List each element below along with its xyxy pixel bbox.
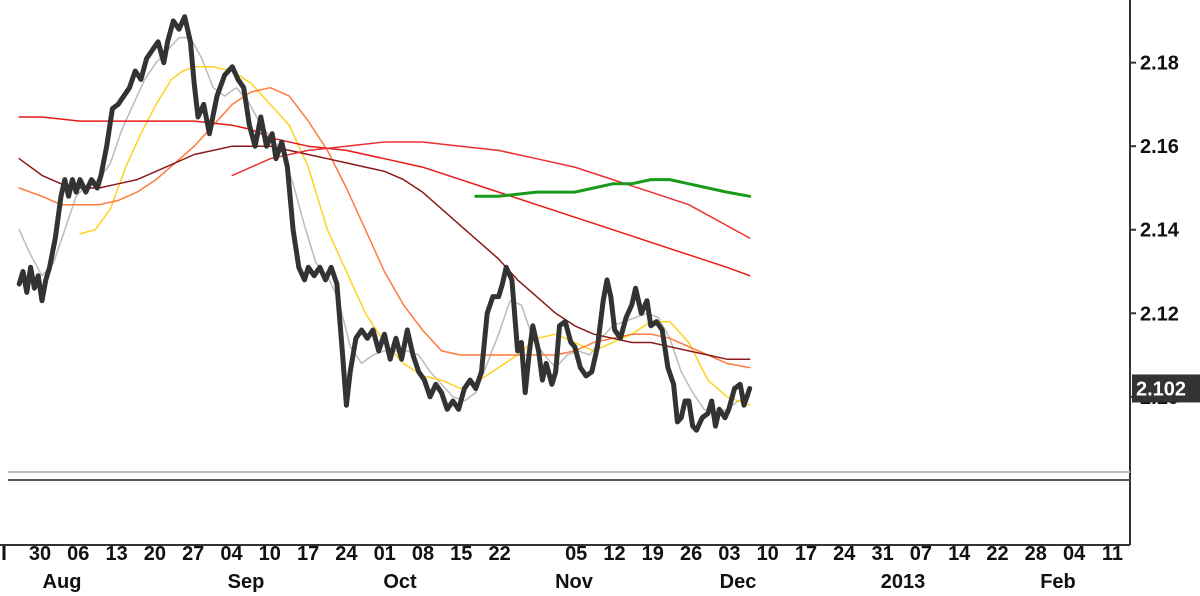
- x-tick-label: 14: [948, 543, 971, 565]
- x-tick-label: 17: [297, 543, 319, 565]
- x-tick-label: 10: [757, 543, 779, 565]
- chart-axes: [0, 0, 1131, 546]
- x-tick-label: 07: [910, 543, 932, 565]
- x-tick-label: 19: [642, 543, 664, 565]
- series-line-ma-red2: [231, 141, 751, 239]
- x-tick-label: 31: [871, 543, 893, 565]
- x-tick-label: 10: [259, 543, 281, 565]
- x-tick-label: 13: [105, 543, 127, 565]
- x-tick-label: 04: [220, 543, 243, 565]
- month-label: Nov: [555, 571, 594, 593]
- y-tick-label: 2.14: [1140, 220, 1180, 242]
- y-tick-label: 2.16: [1140, 136, 1179, 158]
- series-line-ma-red: [18, 116, 751, 277]
- last-price-badge: [1132, 374, 1200, 403]
- y-tick-label: 2.18: [1140, 53, 1179, 75]
- last-price-value: 2.102: [1136, 378, 1186, 400]
- x-tick-label: 03: [718, 543, 740, 565]
- x-tick-label: 22: [488, 543, 510, 565]
- month-label: Feb: [1040, 571, 1076, 593]
- x-tick-label: 30: [29, 543, 51, 565]
- x-tick-label: 17: [795, 543, 817, 565]
- x-tick-label: 05: [565, 543, 587, 565]
- month-label: Dec: [720, 571, 757, 593]
- month-label: Oct: [383, 571, 417, 593]
- month-labels: Aug Sep Oct Nov Dec 2013 Feb: [43, 571, 1076, 593]
- series-line-ma-darkred: [18, 145, 751, 360]
- x-tick-label: 01: [374, 543, 396, 565]
- x-tick-label: 12: [603, 543, 625, 565]
- x-tick-label: 28: [1025, 543, 1047, 565]
- month-label: Sep: [228, 571, 265, 593]
- last-price-marker: 2.102: [1132, 374, 1200, 403]
- month-label: 2013: [881, 571, 926, 593]
- x-tick-label: 04: [1063, 543, 1086, 565]
- month-label: Aug: [43, 571, 82, 593]
- x-tick-label: 15: [450, 543, 472, 565]
- y-tick-labels: 2.102.122.142.162.18: [1130, 53, 1180, 409]
- x-tick-label: 26: [680, 543, 702, 565]
- plot-area: [16, 14, 753, 433]
- x-tick-label: 11: [1102, 543, 1123, 565]
- x-tick-label: 20: [144, 543, 166, 565]
- y-tick-label: 2.12: [1140, 303, 1179, 325]
- x-tick-label: 22: [986, 543, 1008, 565]
- x-tick-label: 27: [182, 543, 204, 565]
- x-tick-label: 24: [833, 543, 856, 565]
- x-tick-labels: 30 06 13 20 27 04 10 17 24 01 08 15 22 05 12 19 26 03 10 17…: [2, 543, 1123, 565]
- series-line-ma-fast-gray: [18, 36, 751, 415]
- x-tick-label: 24: [335, 543, 358, 565]
- series-line-ma-orange: [18, 86, 751, 369]
- series-line-price: [16, 14, 753, 433]
- series-line-ma-green: [474, 178, 752, 198]
- x-tick-label: 06: [67, 543, 89, 565]
- x-tick-label: 08: [412, 543, 434, 565]
